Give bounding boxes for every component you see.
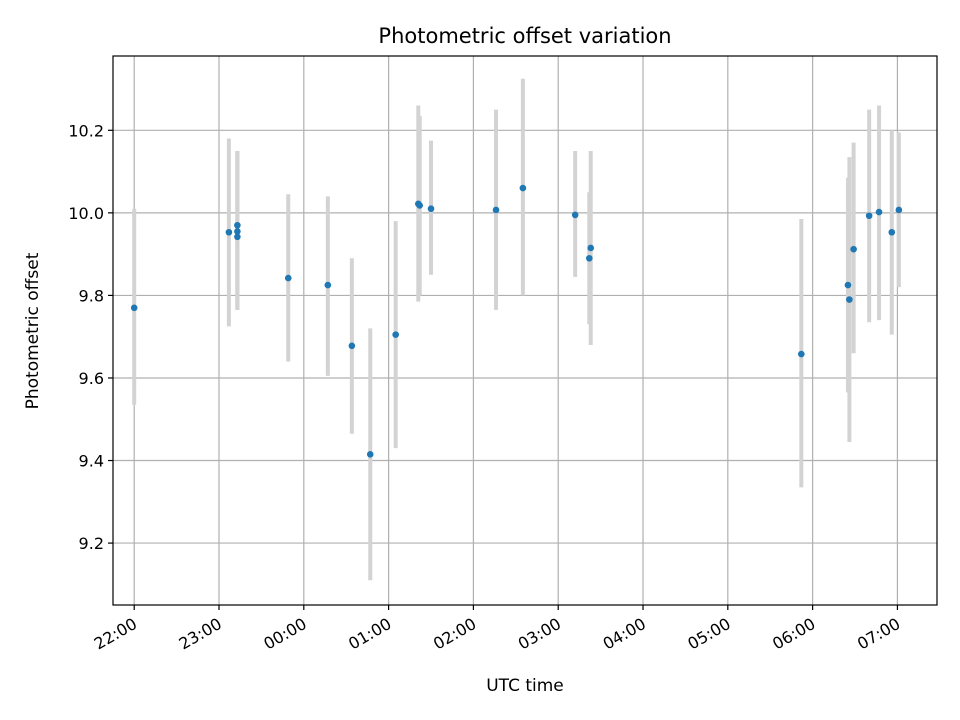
- y-tick-label: 9.4: [79, 452, 104, 471]
- data-point: [366, 451, 374, 458]
- data-point: [865, 212, 873, 220]
- y-tick-label: 10.0: [68, 204, 104, 223]
- data-point: [798, 350, 805, 358]
- y-tick-label: 9.2: [79, 534, 104, 553]
- data-point: [130, 304, 138, 312]
- data-point: [225, 228, 233, 236]
- y-axis-label: Photometric offset: [23, 252, 43, 409]
- data-point: [392, 331, 399, 338]
- y-tick-label: 9.6: [79, 369, 104, 388]
- data-point: [416, 202, 424, 209]
- data-point: [234, 228, 241, 235]
- data-point: [492, 206, 500, 214]
- axes-frame: [112, 55, 938, 606]
- data-point: [427, 205, 435, 213]
- data-point: [875, 208, 883, 216]
- data-point: [888, 228, 896, 236]
- data-point: [846, 296, 853, 303]
- data-point: [850, 245, 857, 253]
- data-point: [348, 342, 356, 350]
- grid: [113, 56, 937, 605]
- data-point: [571, 211, 579, 219]
- chart-title: Photometric offset variation: [378, 24, 671, 48]
- data-point: [234, 233, 241, 241]
- data-point: [234, 221, 241, 229]
- data-point: [587, 244, 595, 252]
- data-point: [519, 184, 527, 192]
- y-tick-label: 9.8: [79, 286, 104, 305]
- x-axis-label: UTC time: [486, 676, 564, 696]
- y-tick-labels: 9.2 9.4 9.6 9.8 10.0 10.2: [68, 121, 104, 553]
- plot-area: [113, 56, 937, 605]
- data-point: [586, 254, 593, 262]
- ticks: [108, 129, 899, 610]
- data-points: [130, 184, 903, 458]
- data-point: [284, 274, 292, 282]
- data-point: [895, 206, 903, 214]
- data-point: [324, 281, 332, 289]
- data-point: [844, 281, 852, 289]
- y-tick-label: 10.2: [68, 121, 104, 140]
